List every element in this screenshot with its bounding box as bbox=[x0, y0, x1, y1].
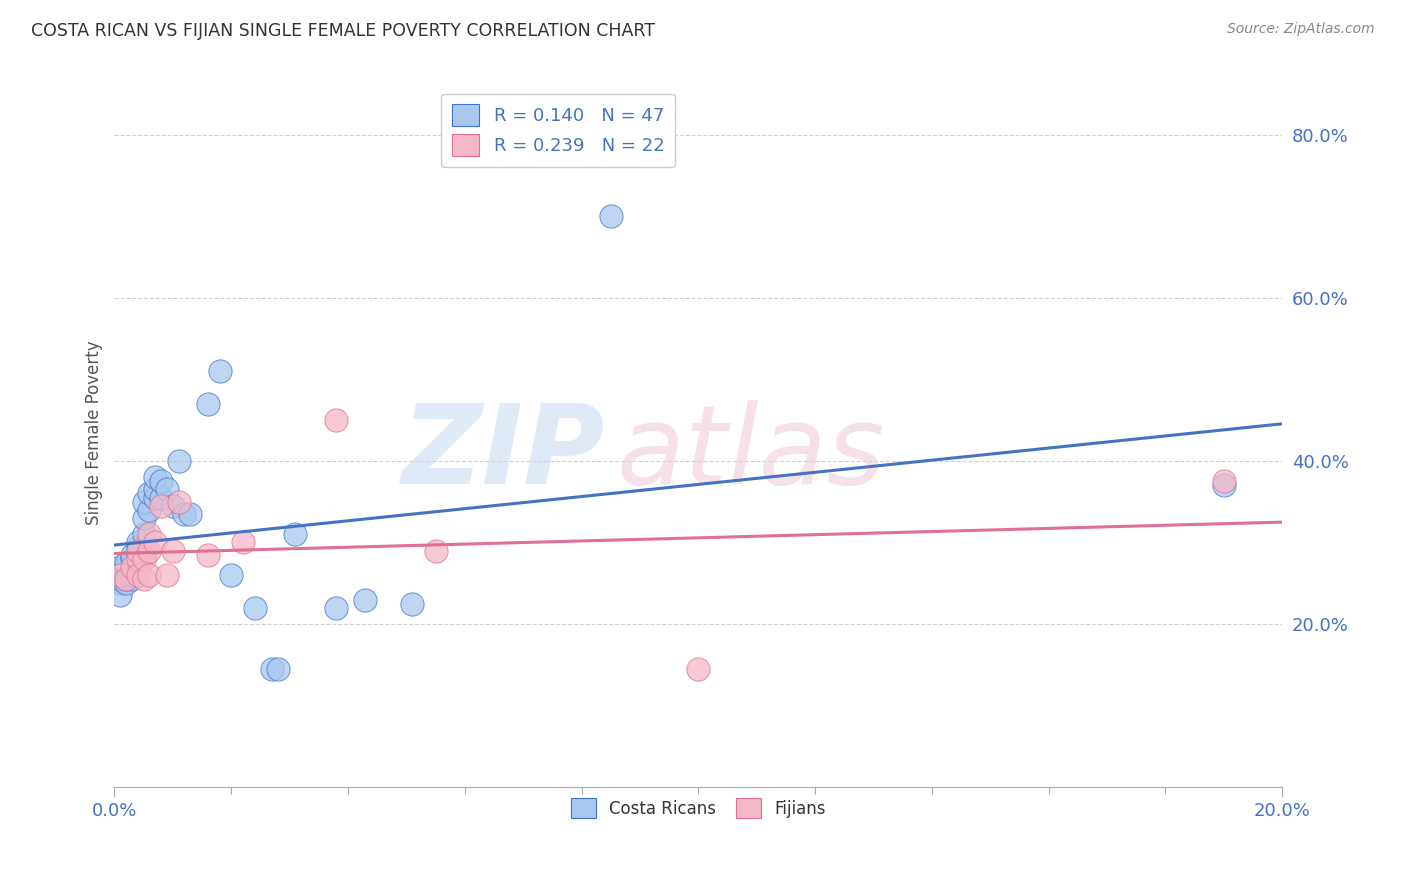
Point bbox=[173, 507, 195, 521]
Text: Source: ZipAtlas.com: Source: ZipAtlas.com bbox=[1227, 22, 1375, 37]
Point bbox=[121, 551, 143, 566]
Point bbox=[150, 491, 173, 505]
Point bbox=[167, 494, 190, 508]
Point bbox=[110, 576, 132, 591]
Point bbox=[127, 548, 149, 562]
Point bbox=[138, 527, 160, 541]
Text: atlas: atlas bbox=[617, 401, 886, 507]
Point bbox=[132, 511, 155, 525]
Point bbox=[115, 556, 138, 570]
Point bbox=[143, 491, 166, 505]
Point bbox=[121, 568, 143, 582]
Point bbox=[232, 535, 254, 549]
Y-axis label: Single Female Poverty: Single Female Poverty bbox=[86, 340, 103, 524]
Point bbox=[243, 600, 266, 615]
Point bbox=[127, 540, 149, 554]
Point bbox=[208, 364, 231, 378]
Text: ZIP: ZIP bbox=[401, 401, 605, 507]
Point bbox=[267, 662, 290, 676]
Point bbox=[150, 499, 173, 513]
Text: COSTA RICAN VS FIJIAN SINGLE FEMALE POVERTY CORRELATION CHART: COSTA RICAN VS FIJIAN SINGLE FEMALE POVE… bbox=[31, 22, 655, 40]
Point bbox=[354, 592, 377, 607]
Point bbox=[179, 507, 201, 521]
Point bbox=[115, 560, 138, 574]
Point bbox=[110, 589, 132, 603]
Point bbox=[143, 470, 166, 484]
Legend: Costa Ricans, Fijians: Costa Ricans, Fijians bbox=[564, 791, 832, 825]
Point bbox=[127, 560, 149, 574]
Point bbox=[143, 483, 166, 497]
Point bbox=[688, 662, 710, 676]
Point bbox=[167, 454, 190, 468]
Point bbox=[401, 597, 423, 611]
Point bbox=[110, 568, 132, 582]
Point bbox=[132, 527, 155, 541]
Point bbox=[1212, 478, 1234, 492]
Point bbox=[425, 543, 447, 558]
Point bbox=[150, 475, 173, 489]
Point bbox=[121, 572, 143, 586]
Point bbox=[325, 413, 347, 427]
Point bbox=[325, 600, 347, 615]
Point bbox=[138, 503, 160, 517]
Point bbox=[162, 543, 184, 558]
Point bbox=[132, 572, 155, 586]
Point bbox=[162, 499, 184, 513]
Point bbox=[284, 527, 307, 541]
Point bbox=[138, 543, 160, 558]
Point bbox=[121, 560, 143, 574]
Point bbox=[127, 535, 149, 549]
Point bbox=[127, 564, 149, 578]
Point bbox=[599, 209, 621, 223]
Point bbox=[138, 486, 160, 500]
Point bbox=[110, 560, 132, 574]
Point bbox=[110, 572, 132, 586]
Point bbox=[143, 535, 166, 549]
Point bbox=[262, 662, 284, 676]
Point bbox=[115, 576, 138, 591]
Point bbox=[1212, 475, 1234, 489]
Point bbox=[156, 483, 179, 497]
Point bbox=[127, 543, 149, 558]
Point bbox=[121, 564, 143, 578]
Point bbox=[197, 548, 219, 562]
Point bbox=[132, 494, 155, 508]
Point bbox=[138, 568, 160, 582]
Point bbox=[132, 540, 155, 554]
Point bbox=[121, 548, 143, 562]
Point bbox=[132, 551, 155, 566]
Point bbox=[132, 548, 155, 562]
Point bbox=[197, 397, 219, 411]
Point bbox=[219, 568, 242, 582]
Point bbox=[156, 568, 179, 582]
Point bbox=[127, 568, 149, 582]
Point bbox=[115, 572, 138, 586]
Point bbox=[115, 572, 138, 586]
Point bbox=[127, 551, 149, 566]
